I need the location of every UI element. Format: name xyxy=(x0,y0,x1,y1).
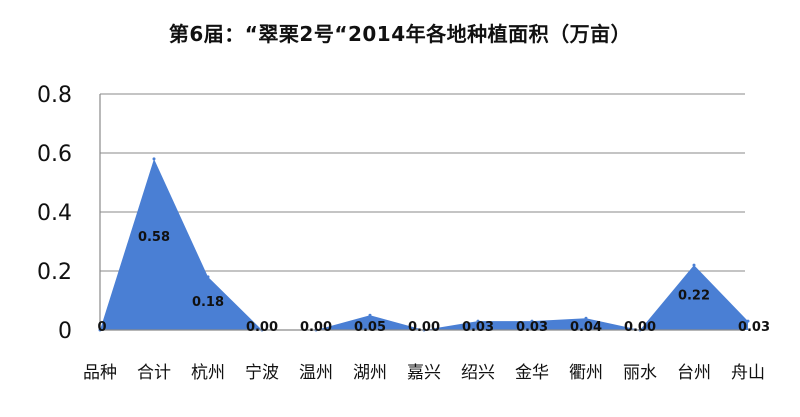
data-point xyxy=(206,275,210,279)
data-point xyxy=(746,319,750,323)
data-label: 0.58 xyxy=(138,230,170,245)
area-fill xyxy=(100,158,748,330)
data-point xyxy=(152,157,156,161)
x-tick-labels: 品种 合计 杭州 宁波 温州 湖州 嘉兴 绍兴 金华 衢州 丽水 台州 舟山 xyxy=(83,362,765,383)
y-tick-label: 0.8 xyxy=(37,83,72,108)
x-tick-label: 温州 xyxy=(299,363,333,383)
x-tick-label: 嘉兴 xyxy=(407,363,441,383)
data-label: 0.03 xyxy=(738,320,770,335)
y-tick-label: 0 xyxy=(58,319,72,344)
chart-title: 第6届：“翠栗2号“2014年各地种植面积（万亩） xyxy=(168,22,632,46)
x-tick-label: 杭州 xyxy=(191,363,225,383)
data-label: 0.00 xyxy=(300,320,332,335)
x-tick-label: 金华 xyxy=(515,363,549,383)
data-labels: 0 0.58 0.18 0.00 0.00 0.05 0.00 0.03 0.03 0.04 0.0… xyxy=(97,230,770,335)
data-point xyxy=(692,263,696,267)
gridlines xyxy=(100,93,745,272)
data-point xyxy=(476,319,480,323)
x-tick-label: 湖州 xyxy=(353,363,387,383)
data-label: 0.18 xyxy=(192,295,224,310)
data-label: 0.03 xyxy=(462,320,494,335)
x-tick-label: 绍兴 xyxy=(461,363,495,383)
y-tick-label: 0.6 xyxy=(37,142,72,167)
x-tick-label: 衢州 xyxy=(569,362,603,383)
axes xyxy=(99,94,745,331)
data-label: 0.04 xyxy=(570,320,602,335)
data-label: 0.03 xyxy=(516,320,548,335)
data-label: 0.00 xyxy=(624,320,656,335)
y-tick-labels: 0 0.2 0.4 0.6 0.8 xyxy=(37,83,72,344)
data-label: 0.00 xyxy=(408,320,440,335)
data-label: 0 xyxy=(97,320,106,335)
x-tick-label: 宁波 xyxy=(245,363,279,383)
x-tick-label: 丽水 xyxy=(623,363,657,383)
data-point xyxy=(368,313,372,317)
data-label: 0.05 xyxy=(354,320,386,335)
data-label: 0.00 xyxy=(246,320,278,335)
x-tick-label: 舟山 xyxy=(731,363,765,383)
x-tick-label: 台州 xyxy=(677,363,711,383)
data-point xyxy=(584,316,588,320)
x-tick-label: 品种 xyxy=(83,363,117,383)
y-tick-label: 0.2 xyxy=(37,260,72,285)
data-point xyxy=(530,319,534,323)
data-label: 0.22 xyxy=(678,288,710,303)
x-tick-label: 合计 xyxy=(137,363,171,383)
y-tick-label: 0.4 xyxy=(37,201,72,226)
